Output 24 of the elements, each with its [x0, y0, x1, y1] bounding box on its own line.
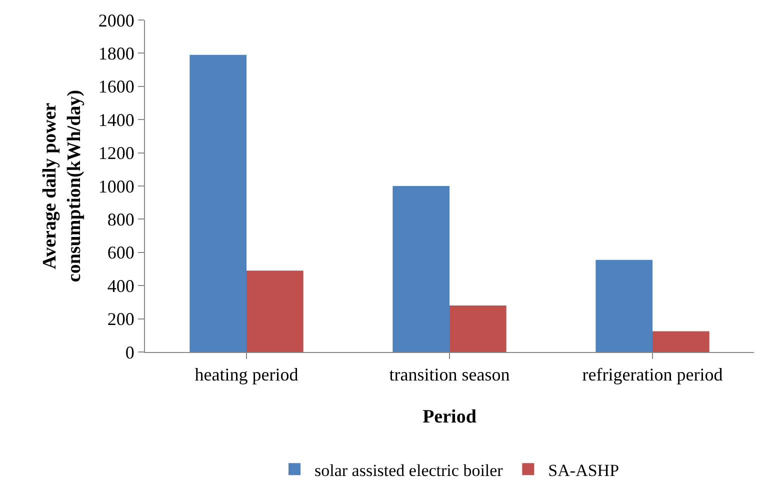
y-tick-label: 1400 — [98, 110, 134, 130]
y-tick-label: 800 — [107, 210, 134, 230]
bar — [190, 54, 246, 352]
bar — [246, 270, 304, 352]
x-tick-label: heating period — [194, 364, 298, 385]
x-tick-label: transition season — [389, 364, 510, 385]
bar — [450, 306, 506, 352]
x-tick-label: refrigeration period — [582, 364, 723, 385]
legend-label: SA-ASHP — [548, 460, 620, 480]
y-tick-label: 2000 — [98, 10, 134, 30]
y-tick-label: 1000 — [98, 176, 134, 196]
y-tick-label: 400 — [107, 276, 134, 296]
bar — [596, 260, 652, 352]
x-axis-title: Period — [422, 406, 477, 428]
legend-label: solar assisted electric boiler — [314, 460, 504, 480]
y-tick-label: 1200 — [98, 143, 134, 164]
y-tick-label: 600 — [107, 242, 134, 263]
y-tick-label: 0 — [125, 342, 134, 362]
y-tick-label: 1800 — [98, 44, 134, 64]
y-tick-label: 1600 — [98, 76, 134, 97]
bar — [392, 186, 450, 352]
bar — [652, 331, 710, 352]
y-tick-label: 200 — [107, 309, 134, 330]
y-axis-title: Average daily power consumption(kWh/day) — [40, 90, 86, 282]
